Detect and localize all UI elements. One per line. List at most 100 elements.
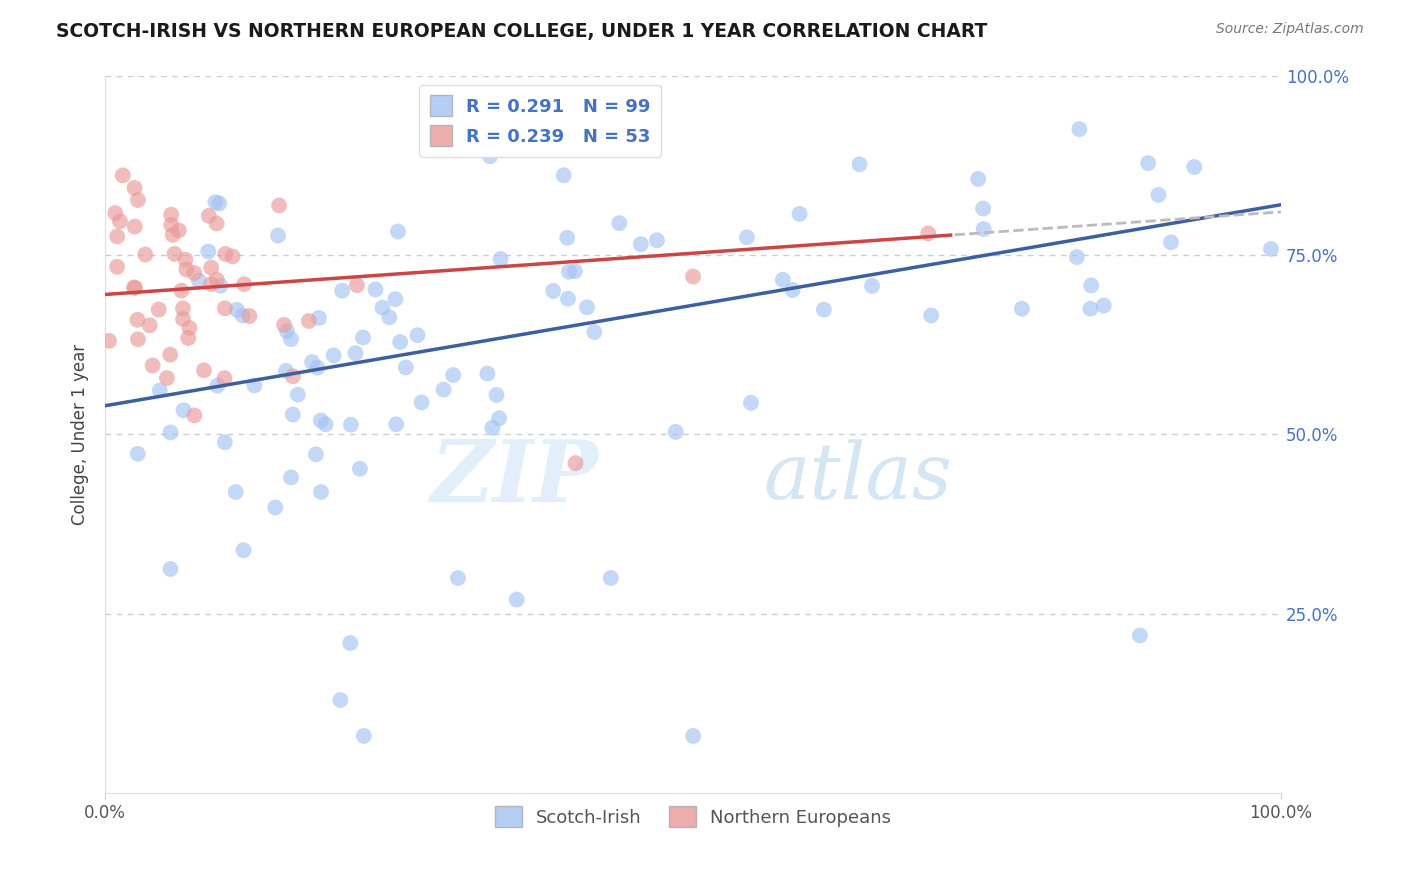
Point <box>740 396 762 410</box>
Point <box>170 284 193 298</box>
Point <box>200 260 222 275</box>
Point <box>352 330 374 344</box>
Point <box>576 300 599 314</box>
Point <box>148 302 170 317</box>
Point <box>122 280 145 294</box>
Point <box>665 425 688 439</box>
Point <box>176 262 198 277</box>
Point <box>281 408 304 422</box>
Point <box>124 281 146 295</box>
Point <box>789 207 811 221</box>
Point <box>232 543 254 558</box>
Point <box>214 247 236 261</box>
Point <box>298 314 321 328</box>
Point <box>127 193 149 207</box>
Point <box>599 571 621 585</box>
Point <box>104 206 127 220</box>
Point <box>920 309 942 323</box>
Point <box>1137 156 1160 170</box>
Point <box>174 252 197 267</box>
Text: atlas: atlas <box>763 440 952 516</box>
Point <box>214 301 236 316</box>
Point <box>645 233 668 247</box>
Point <box>1066 250 1088 264</box>
Point <box>193 363 215 377</box>
Point <box>309 413 332 427</box>
Point <box>1080 301 1102 316</box>
Point <box>432 383 454 397</box>
Point <box>280 470 302 484</box>
Point <box>281 369 304 384</box>
Point <box>221 250 243 264</box>
Point <box>411 395 433 409</box>
Point <box>389 334 412 349</box>
Point <box>555 231 578 245</box>
Point <box>233 277 256 292</box>
Point <box>225 485 247 500</box>
Point <box>198 209 221 223</box>
Point <box>813 302 835 317</box>
Point <box>441 368 464 382</box>
Point <box>1080 278 1102 293</box>
Point <box>159 562 181 576</box>
Point <box>287 387 309 401</box>
Point <box>127 312 149 326</box>
Point <box>340 417 363 432</box>
Point <box>225 302 247 317</box>
Point <box>208 196 231 211</box>
Point <box>506 592 529 607</box>
Point <box>238 309 260 323</box>
Point <box>160 218 183 232</box>
Point <box>378 310 401 325</box>
Legend: Scotch-Irish, Northern Europeans: Scotch-Irish, Northern Europeans <box>488 799 898 835</box>
Point <box>159 348 181 362</box>
Point <box>682 269 704 284</box>
Point <box>346 278 368 293</box>
Point <box>558 265 581 279</box>
Point <box>371 301 394 315</box>
Point <box>557 292 579 306</box>
Point <box>972 202 994 216</box>
Point <box>541 284 564 298</box>
Point <box>162 227 184 242</box>
Point <box>214 371 236 385</box>
Text: SCOTCH-IRISH VS NORTHERN EUROPEAN COLLEGE, UNDER 1 YEAR CORRELATION CHART: SCOTCH-IRISH VS NORTHERN EUROPEAN COLLEG… <box>56 22 987 41</box>
Point <box>848 157 870 171</box>
Point <box>111 169 134 183</box>
Point <box>200 277 222 292</box>
Point <box>205 273 228 287</box>
Point <box>308 310 330 325</box>
Point <box>349 462 371 476</box>
Point <box>305 447 328 461</box>
Point <box>209 278 232 293</box>
Point <box>274 364 297 378</box>
Point <box>967 172 990 186</box>
Point <box>197 244 219 259</box>
Point <box>481 421 503 435</box>
Point <box>264 500 287 515</box>
Point <box>364 282 387 296</box>
Point <box>1160 235 1182 250</box>
Point <box>187 274 209 288</box>
Point <box>339 636 361 650</box>
Point <box>124 219 146 234</box>
Point <box>583 325 606 339</box>
Point <box>214 435 236 450</box>
Point <box>917 227 939 241</box>
Point <box>159 425 181 440</box>
Point <box>478 149 501 163</box>
Point <box>682 729 704 743</box>
Point <box>156 371 179 385</box>
Point <box>172 312 194 326</box>
Point <box>1092 299 1115 313</box>
Point <box>477 367 499 381</box>
Point <box>183 266 205 280</box>
Point <box>485 388 508 402</box>
Point <box>160 208 183 222</box>
Point <box>772 273 794 287</box>
Point <box>163 247 186 261</box>
Point <box>269 198 291 212</box>
Point <box>127 447 149 461</box>
Point <box>134 247 156 261</box>
Point <box>315 417 337 432</box>
